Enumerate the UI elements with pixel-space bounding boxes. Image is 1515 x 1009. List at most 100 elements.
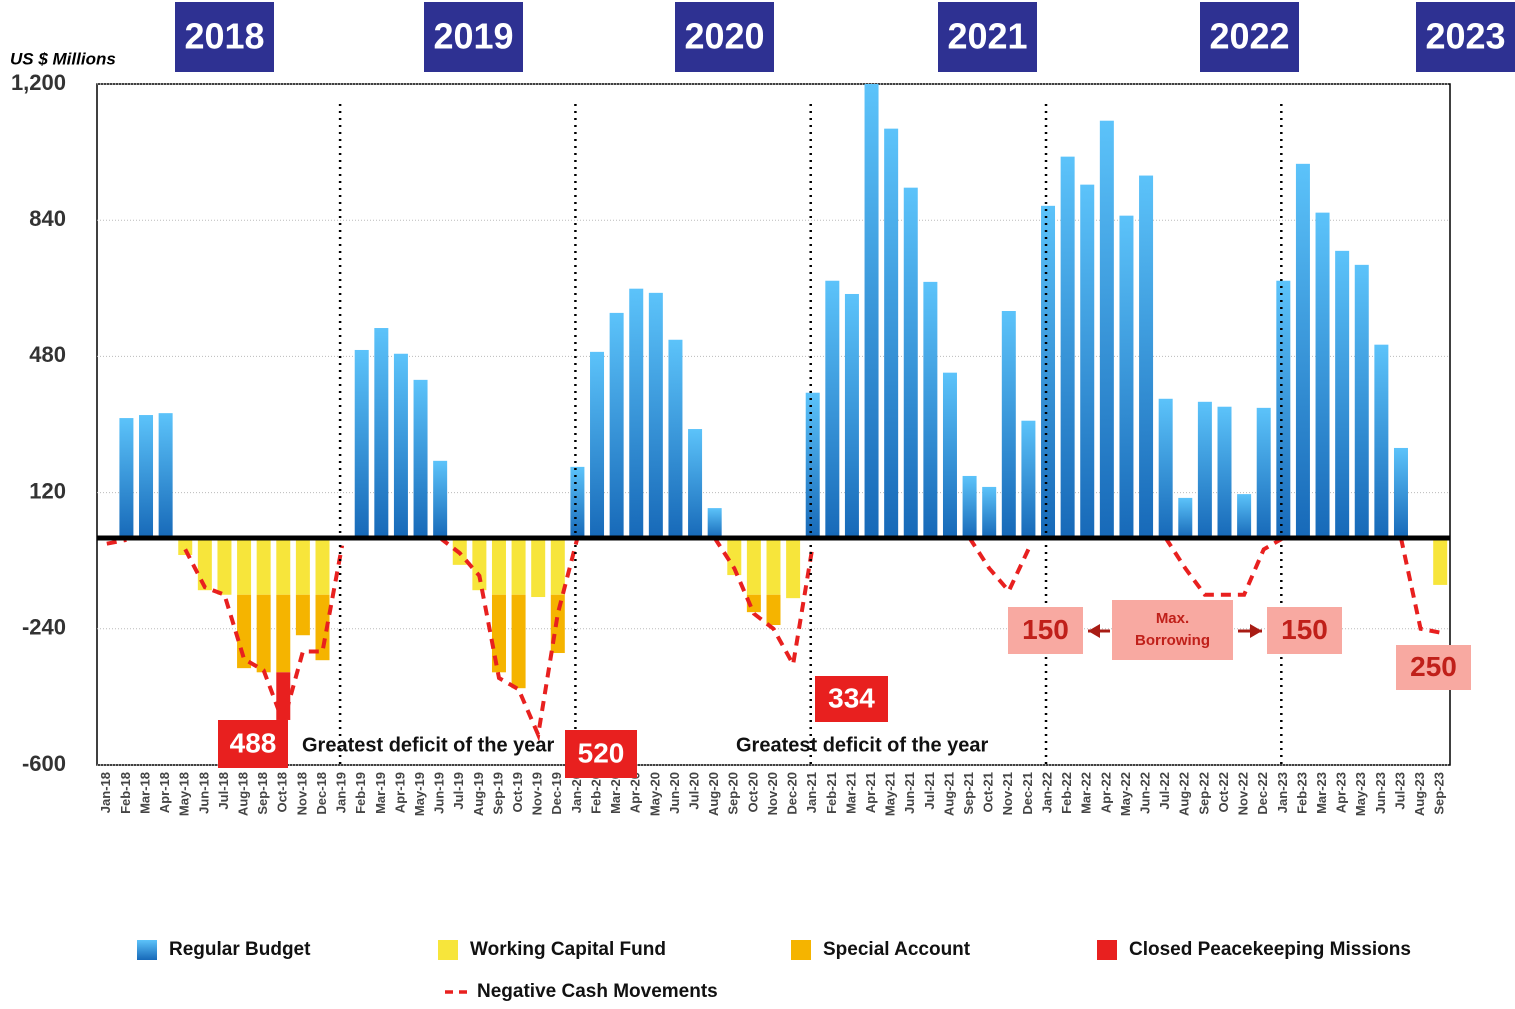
bar xyxy=(668,339,683,538)
x-tick-label: Feb-21 xyxy=(824,772,839,814)
annotation-box xyxy=(1008,607,1083,654)
bar xyxy=(884,128,899,539)
line-series xyxy=(438,536,580,742)
annotation-box xyxy=(815,676,888,722)
bar xyxy=(825,280,840,538)
bar xyxy=(197,538,212,591)
x-tick-label: Jun-23 xyxy=(1373,772,1388,814)
plot-frame xyxy=(96,83,1451,766)
x-tick-label: Jul-21 xyxy=(922,772,937,810)
line-series xyxy=(967,536,1031,595)
bar xyxy=(1256,407,1271,538)
bar xyxy=(727,538,742,576)
line-series xyxy=(712,536,815,671)
bar xyxy=(237,538,252,595)
bar xyxy=(1119,215,1134,538)
legend-swatch xyxy=(137,940,157,960)
x-tick-label: Dec-18 xyxy=(314,772,329,815)
bar xyxy=(354,349,369,538)
year-label: 2020 xyxy=(684,16,764,57)
annotation: 150 xyxy=(1281,614,1328,645)
bar xyxy=(393,353,408,538)
x-tick-label: Apr-19 xyxy=(392,772,407,813)
bar xyxy=(295,594,310,636)
bar xyxy=(1217,406,1232,538)
bar xyxy=(276,538,291,595)
bar xyxy=(648,292,663,538)
x-tick-label: May-22 xyxy=(1118,772,1133,816)
bar xyxy=(511,538,526,595)
x-tick-label: Mar-21 xyxy=(843,772,858,814)
legend-label: Special Account xyxy=(823,939,971,960)
x-tick-label: Jun-22 xyxy=(1138,772,1153,814)
bar xyxy=(1276,280,1291,538)
x-tick-label: Aug-21 xyxy=(941,772,956,816)
bar xyxy=(1433,538,1448,585)
x-tick-label: Jul-23 xyxy=(1392,772,1407,810)
year-box xyxy=(675,2,774,72)
legend-swatch xyxy=(1097,940,1117,960)
x-tick-label: Sep-20 xyxy=(726,772,741,815)
x-tick-label: Jul-19 xyxy=(451,772,466,810)
bar xyxy=(1158,398,1173,538)
x-tick-label: Apr-20 xyxy=(628,772,643,813)
line-series xyxy=(1163,536,1285,597)
x-tick-label: May-18 xyxy=(177,772,192,816)
x-tick-label: Oct-20 xyxy=(745,772,760,812)
bar xyxy=(688,429,703,538)
legend-label: Regular Budget xyxy=(169,939,311,960)
line-series xyxy=(183,545,345,730)
x-tick-label: Jan-18 xyxy=(98,772,113,813)
x-tick-label: Mar-20 xyxy=(608,772,623,814)
bar xyxy=(923,281,938,538)
y-tick-label: -240 xyxy=(22,615,66,640)
x-tick-label: Dec-20 xyxy=(785,772,800,815)
x-tick-label: Jun-21 xyxy=(902,772,917,814)
bar xyxy=(1237,494,1252,538)
bar xyxy=(864,84,879,538)
x-tick-label: Sep-21 xyxy=(961,772,976,815)
bar xyxy=(962,475,977,538)
bar xyxy=(766,594,781,626)
annotation: 520 xyxy=(578,737,625,768)
line-series xyxy=(1399,537,1441,635)
bar xyxy=(746,594,761,613)
year-box xyxy=(1200,2,1299,72)
bar xyxy=(1041,205,1056,538)
bar xyxy=(531,538,546,598)
x-tick-label: Oct-18 xyxy=(275,772,290,812)
bar xyxy=(433,460,448,538)
x-tick-label: Apr-22 xyxy=(1098,772,1113,813)
bar xyxy=(805,392,820,538)
bar xyxy=(315,594,330,661)
annotation: Greatest deficit of the year xyxy=(302,734,555,756)
x-tick-label: May-21 xyxy=(883,772,898,816)
legend-label: Negative Cash Movements xyxy=(477,981,718,1002)
bar xyxy=(511,594,526,689)
bar xyxy=(295,538,310,595)
x-tick-label: Jun-20 xyxy=(667,772,682,814)
y-tick-label: -600 xyxy=(22,751,66,776)
annotation: Greatest deficit of the year xyxy=(736,734,989,756)
year-label: 2021 xyxy=(947,16,1027,57)
x-tick-label: Sep-23 xyxy=(1432,772,1447,815)
year-label: 2019 xyxy=(433,16,513,57)
annotation-box xyxy=(565,730,637,778)
bar xyxy=(1178,497,1193,538)
annotation: 150 xyxy=(1022,614,1069,645)
bar xyxy=(276,594,291,673)
x-tick-label: Nov-20 xyxy=(765,772,780,815)
bar xyxy=(609,312,624,538)
x-tick-label: Jul-22 xyxy=(1157,772,1172,810)
annotation-box xyxy=(1396,645,1471,690)
bar xyxy=(1335,250,1350,538)
bar xyxy=(119,418,134,538)
x-tick-label: Oct-22 xyxy=(1216,772,1231,812)
bar xyxy=(178,538,193,556)
year-box xyxy=(424,2,523,72)
x-tick-label: May-23 xyxy=(1353,772,1368,816)
bar xyxy=(1354,264,1369,538)
bar xyxy=(237,594,252,669)
year-label: 2018 xyxy=(184,16,264,57)
